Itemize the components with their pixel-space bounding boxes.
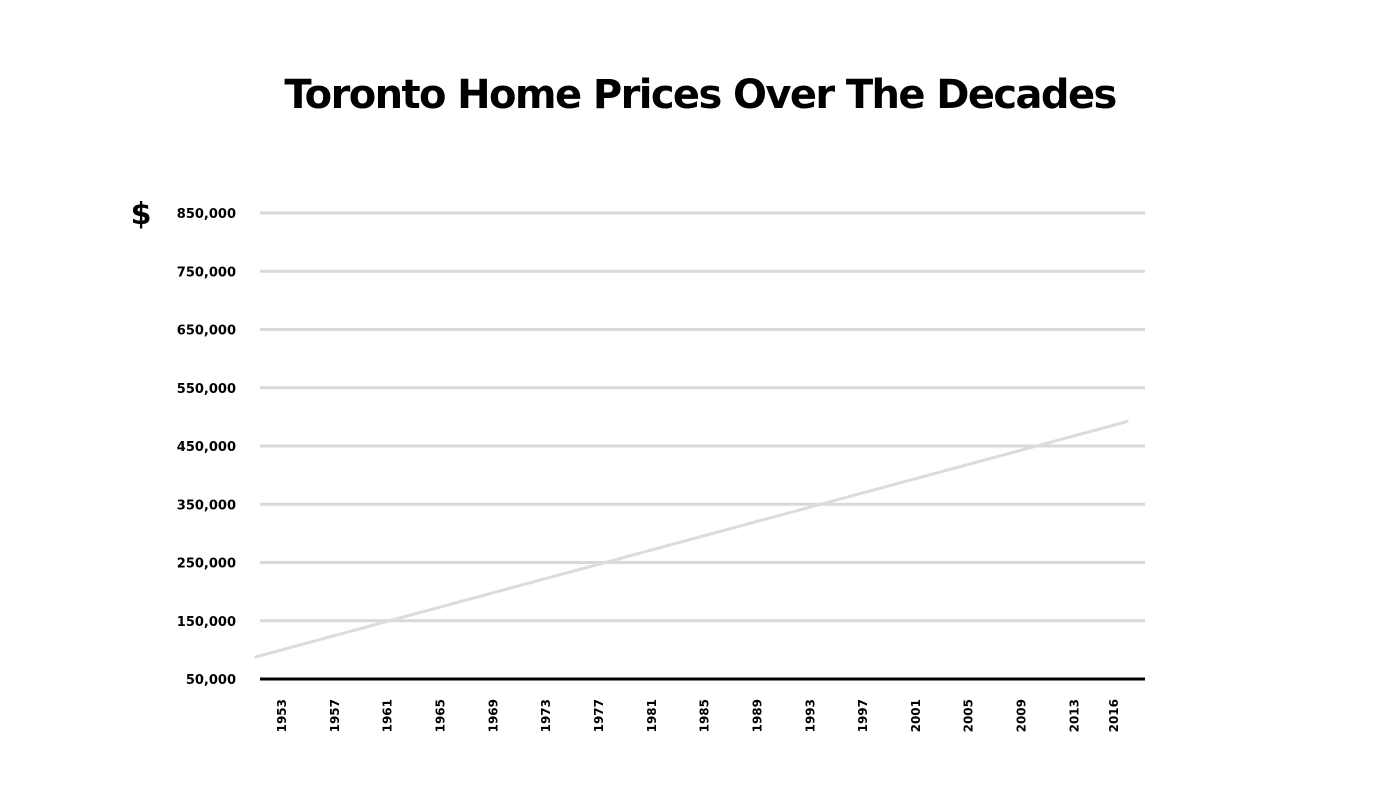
x-tick-label: 2001 <box>909 699 923 732</box>
grid-lines <box>260 211 1145 623</box>
x-tick-label: 1997 <box>856 699 870 732</box>
x-tick-label: 1957 <box>328 699 342 732</box>
x-tick-label: 2009 <box>1015 699 1029 732</box>
x-tick-label: 2013 <box>1067 699 1081 732</box>
x-tick-label: 1965 <box>434 699 448 732</box>
x-tick-label: 1961 <box>381 699 395 732</box>
x-tick-label: 1985 <box>698 699 712 732</box>
x-tick-label: 1973 <box>539 699 553 732</box>
y-tick-label: 350,000 <box>177 498 236 513</box>
x-tick-label: 1993 <box>803 699 817 732</box>
x-tick-label: 1989 <box>750 699 764 732</box>
y-tick-label: 50,000 <box>186 673 236 688</box>
y-tick: 150,000 <box>177 615 236 630</box>
series-lines <box>254 420 1129 659</box>
y-tick: 550,000 <box>177 382 236 397</box>
y-tick-label: 250,000 <box>177 557 236 572</box>
y-tick: 450,000 <box>177 440 236 455</box>
y-tick: 650,000 <box>177 324 236 339</box>
y-axis-unit-label: $ <box>131 197 152 232</box>
y-tick: 750,000 <box>177 265 236 280</box>
y-tick-label: 650,000 <box>177 324 236 339</box>
y-tick-label: 550,000 <box>177 382 236 397</box>
y-tick-label: 150,000 <box>177 615 236 630</box>
y-tick: 850,000 <box>177 207 236 222</box>
y-tick: 250,000 <box>177 557 236 572</box>
y-tick: 50,000 <box>186 673 236 688</box>
x-tick-label: 1981 <box>645 699 659 732</box>
chart-title: Toronto Home Prices Over The Decades <box>284 72 1117 118</box>
x-tick-label: 1953 <box>275 699 289 732</box>
y-tick-label: 450,000 <box>177 440 236 455</box>
x-tick-label: 1969 <box>486 699 500 732</box>
y-tick-label: 750,000 <box>177 265 236 280</box>
y-tick-label: 850,000 <box>177 207 236 222</box>
y-axis-ticks: 50,000 150,000 250,000 350,000 450,000 550,00… <box>177 207 236 688</box>
x-tick-label: 1977 <box>592 699 606 732</box>
series-line <box>254 420 1129 659</box>
x-axis-ticks: 1953 1957 1961 1965 1969 1973 1977 1981 1985 1989… <box>275 699 1121 732</box>
y-tick: 350,000 <box>177 498 236 513</box>
x-tick-label: 2016 <box>1107 699 1121 732</box>
x-tick-label: 2005 <box>962 699 976 732</box>
